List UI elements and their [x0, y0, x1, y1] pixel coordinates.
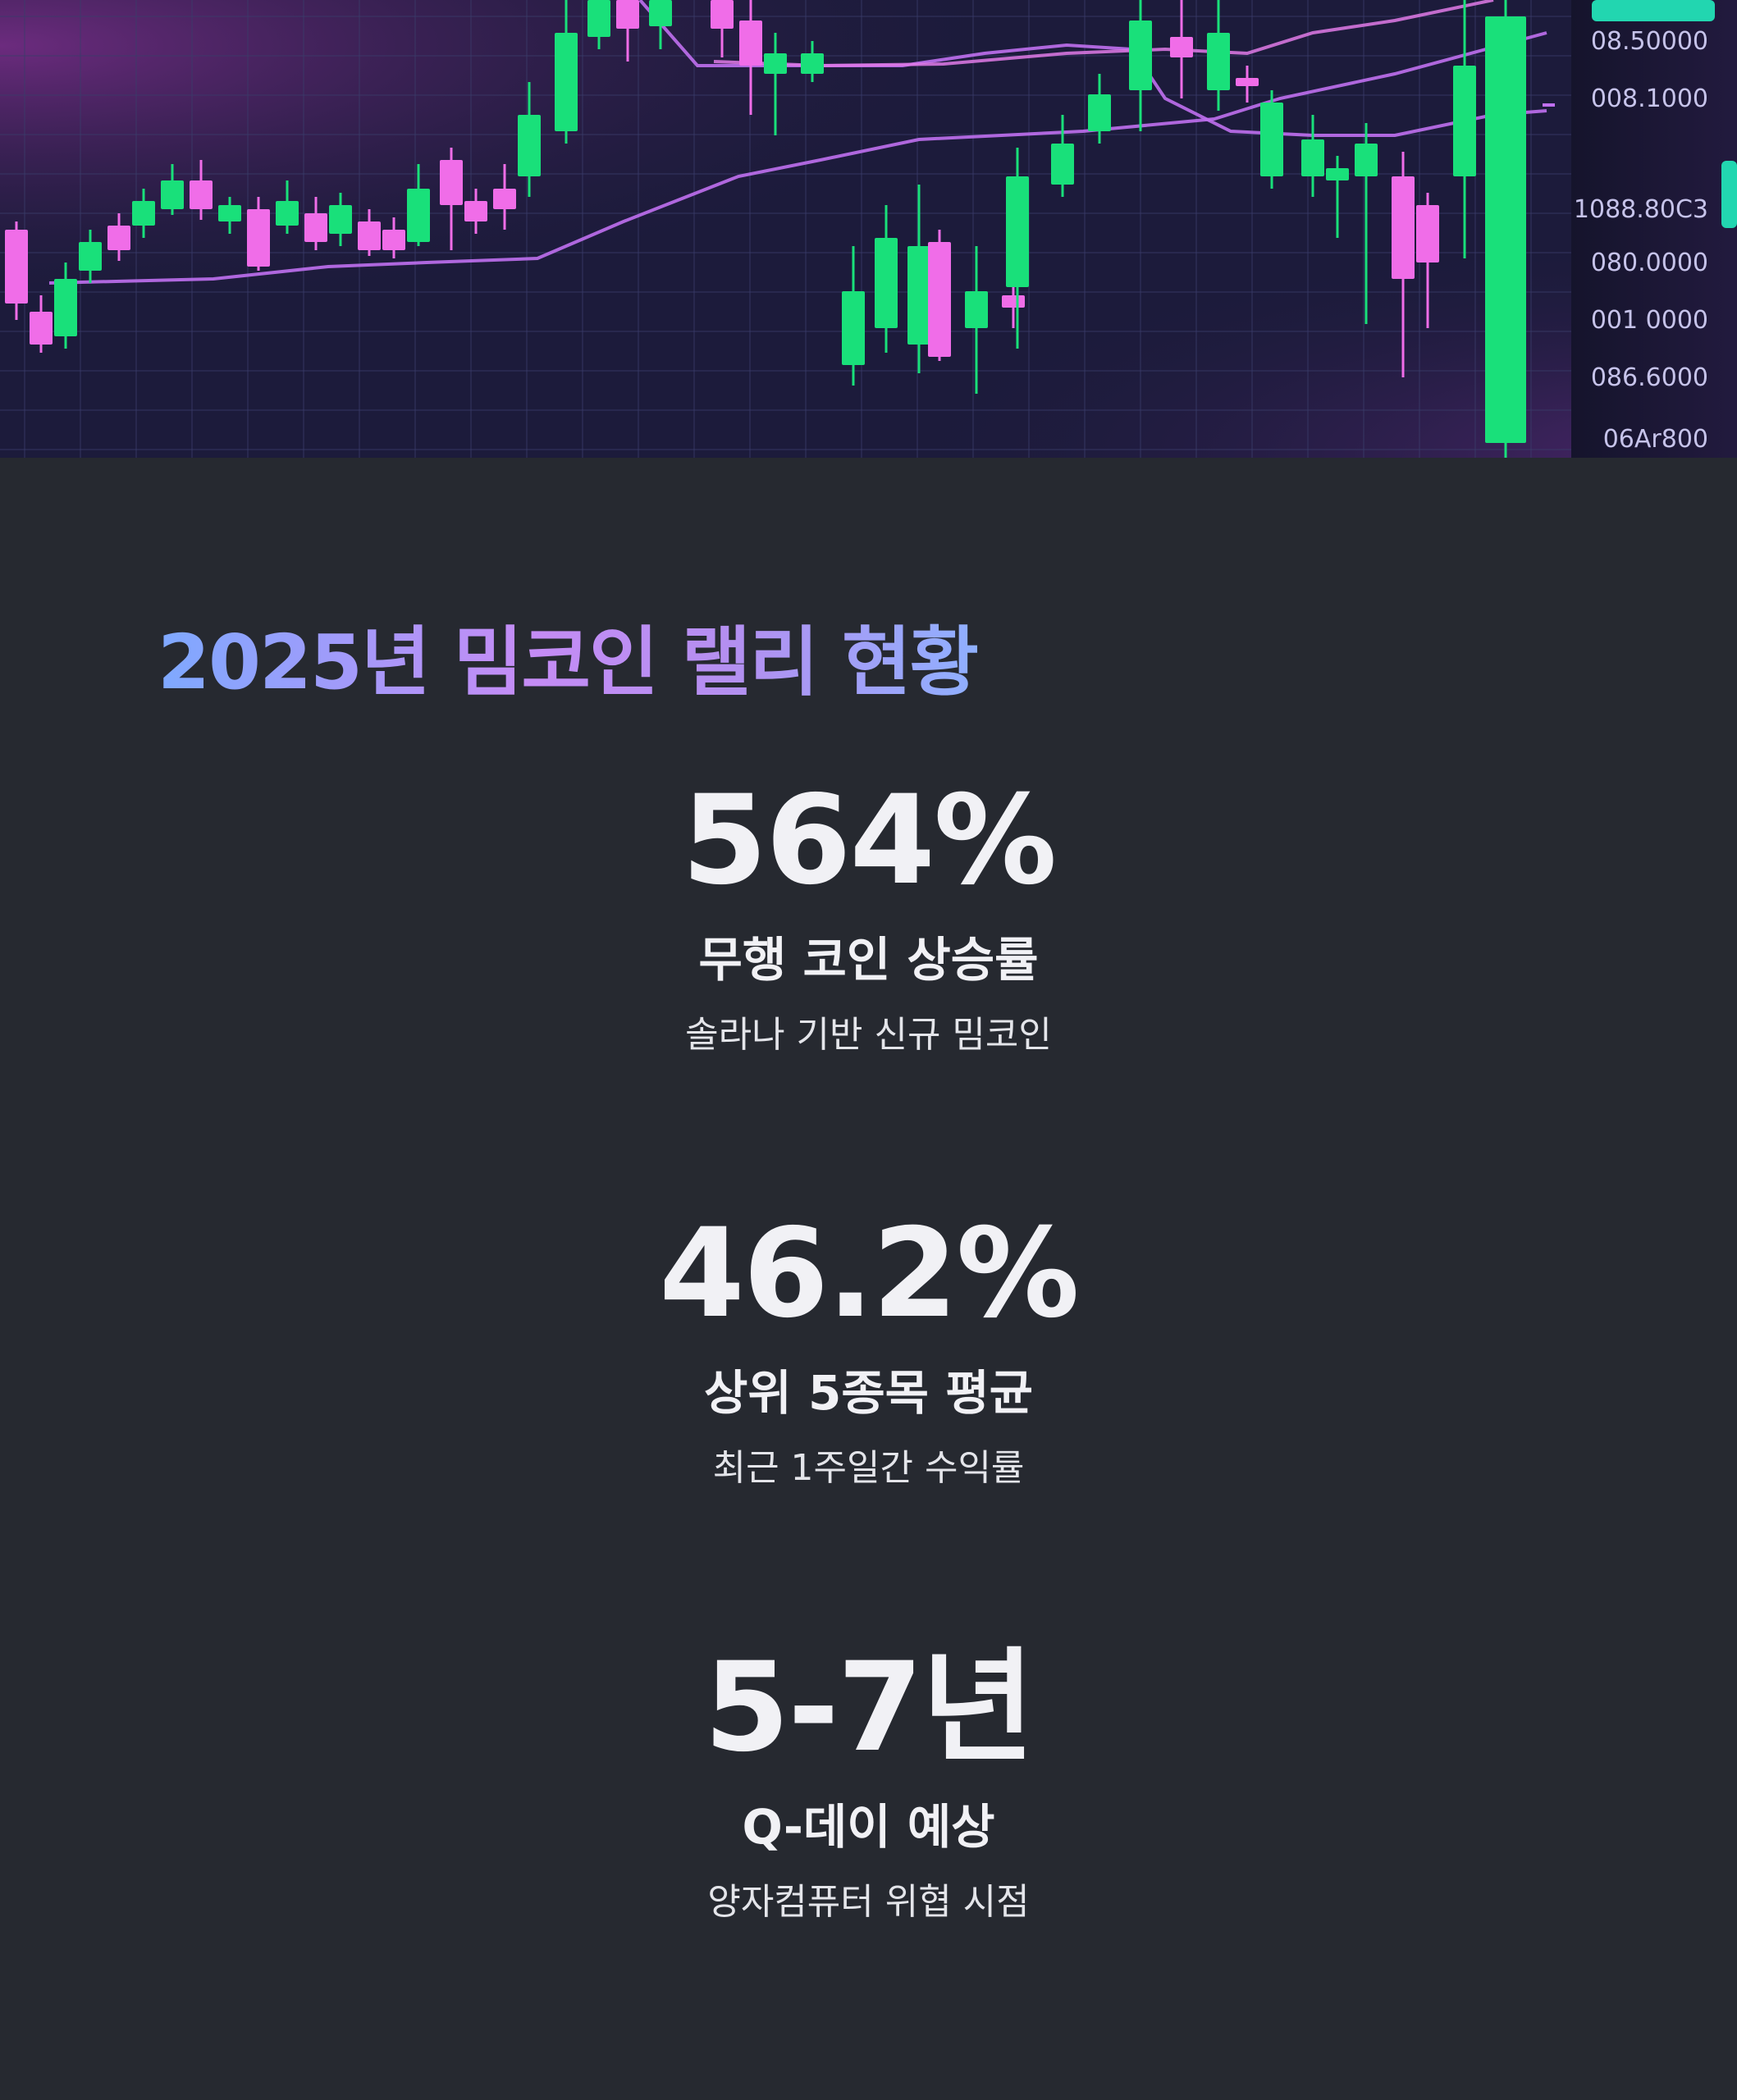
candle-down [1170, 37, 1193, 57]
candle-up [518, 115, 541, 176]
candle-up [1129, 21, 1152, 90]
stat-description: 솔라나 기반 신규 밈코인 [685, 1014, 1052, 1056]
candle-down [711, 0, 734, 29]
candle-down [382, 230, 405, 250]
candlestick-chart: 08.50000 008.1000 1088.80C3 080.0000 001 000… [0, 0, 1737, 458]
candle-down [1416, 205, 1439, 262]
price-axis-label: 086.6000 [1591, 363, 1708, 392]
candle-up [132, 201, 155, 226]
price-axis-labels: 08.50000 008.1000 1088.80C3 080.0000 001 000… [1574, 27, 1708, 454]
stat-label: 상위 5종목 평균 [704, 1365, 1033, 1421]
stat-description: 양자컴퓨터 위협 시점 [707, 1881, 1030, 1923]
candle-down [107, 226, 130, 250]
candle-down [739, 21, 762, 66]
candle-up [965, 291, 988, 328]
stat-block-meme-coin-gain: 564% 무행 코인 상승률 솔라나 기반 신규 밈코인 [0, 771, 1737, 1061]
stat-value: 5-7년 [704, 1637, 1035, 1779]
hero-chart-image: 08.50000 008.1000 1088.80C3 080.0000 001 000… [0, 0, 1737, 458]
moving-average-slow [48, 31, 1547, 285]
candle-down [464, 201, 487, 221]
price-marker [1721, 161, 1737, 228]
price-axis-label: 008.1000 [1591, 84, 1708, 113]
stat-label: Q-데이 예상 [742, 1799, 995, 1855]
candle-up [1260, 103, 1283, 176]
stat-block-q-day: 5-7년 Q-데이 예상 양자컴퓨터 위협 시점 [0, 1638, 1737, 1929]
candle-up [649, 0, 672, 26]
candle-down [928, 242, 951, 357]
candle-down [493, 189, 516, 209]
stat-description: 최근 1주일간 수익률 [712, 1447, 1025, 1489]
candle-up [587, 0, 610, 37]
candle-up [842, 291, 865, 365]
candle-up [555, 33, 578, 131]
candle-up [54, 279, 77, 336]
candle-up [1051, 144, 1074, 185]
current-price-tag [1592, 0, 1715, 21]
price-axis-label: 1088.80C3 [1574, 195, 1708, 224]
candle-up [1355, 144, 1378, 176]
candle-up [1088, 94, 1111, 131]
candle-down [190, 180, 213, 209]
candle-up [1006, 176, 1029, 287]
candle-up [161, 180, 184, 209]
candle-down [616, 0, 639, 29]
page-title: 2025년 밈코인 랠리 현황 [158, 614, 979, 712]
candle-down [1392, 176, 1415, 279]
candle-down [30, 312, 53, 345]
candle-up [875, 238, 898, 328]
candle-up [218, 205, 241, 221]
candle-down [440, 160, 463, 205]
price-axis-label: 001 0000 [1591, 306, 1708, 335]
stat-block-top5-average: 46.2% 상위 5종목 평균 최근 1주일간 수익률 [0, 1204, 1737, 1495]
stat-value: 564% [681, 769, 1057, 912]
candle-up [407, 189, 430, 242]
candle-up [1207, 33, 1230, 90]
candle-down [358, 221, 381, 250]
candle-up [329, 205, 352, 234]
price-axis-label: 08.50000 [1591, 27, 1708, 56]
chart-glow-right [0, 0, 1737, 458]
candle-down [1236, 78, 1259, 86]
candle-down [1002, 295, 1025, 308]
stat-value: 46.2% [659, 1203, 1079, 1345]
moving-average-mid [713, 0, 1494, 68]
candle-down [247, 209, 270, 267]
candle-down [5, 230, 28, 304]
candle-up [1453, 66, 1476, 176]
candle-up [79, 242, 102, 271]
candle-up [907, 246, 930, 345]
candle-up [1485, 16, 1526, 443]
candle-up [1326, 168, 1349, 180]
price-axis-panel [1571, 0, 1737, 458]
candle-down [304, 213, 327, 242]
candle-up [764, 53, 787, 74]
candles [5, 0, 1526, 458]
candle-up [801, 53, 824, 74]
price-axis-label: 080.0000 [1591, 249, 1708, 277]
candle-up [276, 201, 299, 226]
price-axis-label: 06Ar800 [1603, 425, 1708, 454]
candle-up [1301, 139, 1324, 176]
stat-label: 무행 코인 상승률 [698, 932, 1039, 988]
